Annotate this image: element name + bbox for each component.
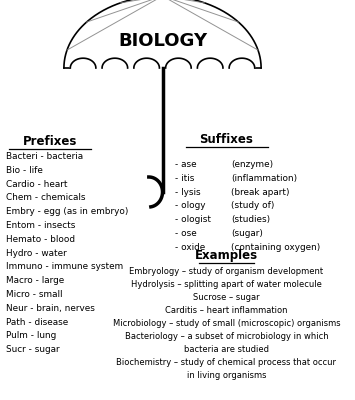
Text: Microbiology – study of small (microscopic) organisms: Microbiology – study of small (microscop… bbox=[113, 319, 340, 328]
Text: Carditis – heart inflammation: Carditis – heart inflammation bbox=[165, 306, 288, 315]
Text: (containing oxygen): (containing oxygen) bbox=[231, 243, 320, 252]
Polygon shape bbox=[166, 58, 191, 68]
Text: - ology: - ology bbox=[175, 202, 206, 210]
Polygon shape bbox=[229, 58, 255, 68]
Text: in living organisms: in living organisms bbox=[187, 371, 266, 380]
Text: Path - disease: Path - disease bbox=[6, 318, 69, 326]
Text: Bacteri - bacteria: Bacteri - bacteria bbox=[6, 152, 83, 161]
Text: Prefixes: Prefixes bbox=[23, 135, 77, 148]
Text: - oxide: - oxide bbox=[175, 243, 206, 252]
Text: Embry - egg (as in embryo): Embry - egg (as in embryo) bbox=[6, 207, 129, 216]
Polygon shape bbox=[197, 58, 223, 68]
Text: Neur - brain, nerves: Neur - brain, nerves bbox=[6, 304, 95, 313]
Polygon shape bbox=[70, 58, 96, 68]
Text: Entom - insects: Entom - insects bbox=[6, 221, 76, 230]
Text: Examples: Examples bbox=[195, 249, 258, 262]
Text: Bio - life: Bio - life bbox=[6, 166, 43, 175]
Text: Hydrolysis – splitting apart of water molecule: Hydrolysis – splitting apart of water mo… bbox=[131, 280, 322, 289]
Text: (study of): (study of) bbox=[231, 202, 274, 210]
Text: - ose: - ose bbox=[175, 229, 197, 238]
Text: Cardio - heart: Cardio - heart bbox=[6, 180, 68, 189]
Polygon shape bbox=[64, 0, 261, 68]
Text: Pulm - lung: Pulm - lung bbox=[6, 331, 57, 340]
Text: Biochemistry – study of chemical process that occur: Biochemistry – study of chemical process… bbox=[116, 358, 337, 367]
Text: Sucr - sugar: Sucr - sugar bbox=[6, 345, 60, 354]
Text: Sucrose – sugar: Sucrose – sugar bbox=[193, 293, 260, 302]
Text: (studies): (studies) bbox=[231, 215, 270, 224]
Text: (sugar): (sugar) bbox=[231, 229, 263, 238]
Text: Hydro - water: Hydro - water bbox=[6, 249, 67, 258]
Text: Macro - large: Macro - large bbox=[6, 276, 65, 285]
Text: (enzyme): (enzyme) bbox=[231, 160, 273, 169]
Text: - ase: - ase bbox=[175, 160, 197, 169]
Text: Embryology – study of organism development: Embryology – study of organism developme… bbox=[129, 267, 323, 276]
Text: Chem - chemicals: Chem - chemicals bbox=[6, 194, 86, 202]
Text: Immuno - immune system: Immuno - immune system bbox=[6, 262, 124, 271]
Text: Suffixes: Suffixes bbox=[200, 133, 253, 146]
Text: Hemato - blood: Hemato - blood bbox=[6, 235, 75, 244]
Text: - itis: - itis bbox=[175, 174, 195, 183]
Text: (break apart): (break apart) bbox=[231, 188, 289, 196]
Text: Bacteriology – a subset of microbiology in which: Bacteriology – a subset of microbiology … bbox=[125, 332, 328, 341]
Text: - ologist: - ologist bbox=[175, 215, 211, 224]
Text: BIOLOGY: BIOLOGY bbox=[118, 32, 207, 50]
Text: - lysis: - lysis bbox=[175, 188, 201, 196]
Polygon shape bbox=[102, 58, 128, 68]
Text: bacteria are studied: bacteria are studied bbox=[184, 345, 269, 354]
Text: Micro - small: Micro - small bbox=[6, 290, 63, 299]
Polygon shape bbox=[134, 58, 159, 68]
Text: (inflammation): (inflammation) bbox=[231, 174, 297, 183]
